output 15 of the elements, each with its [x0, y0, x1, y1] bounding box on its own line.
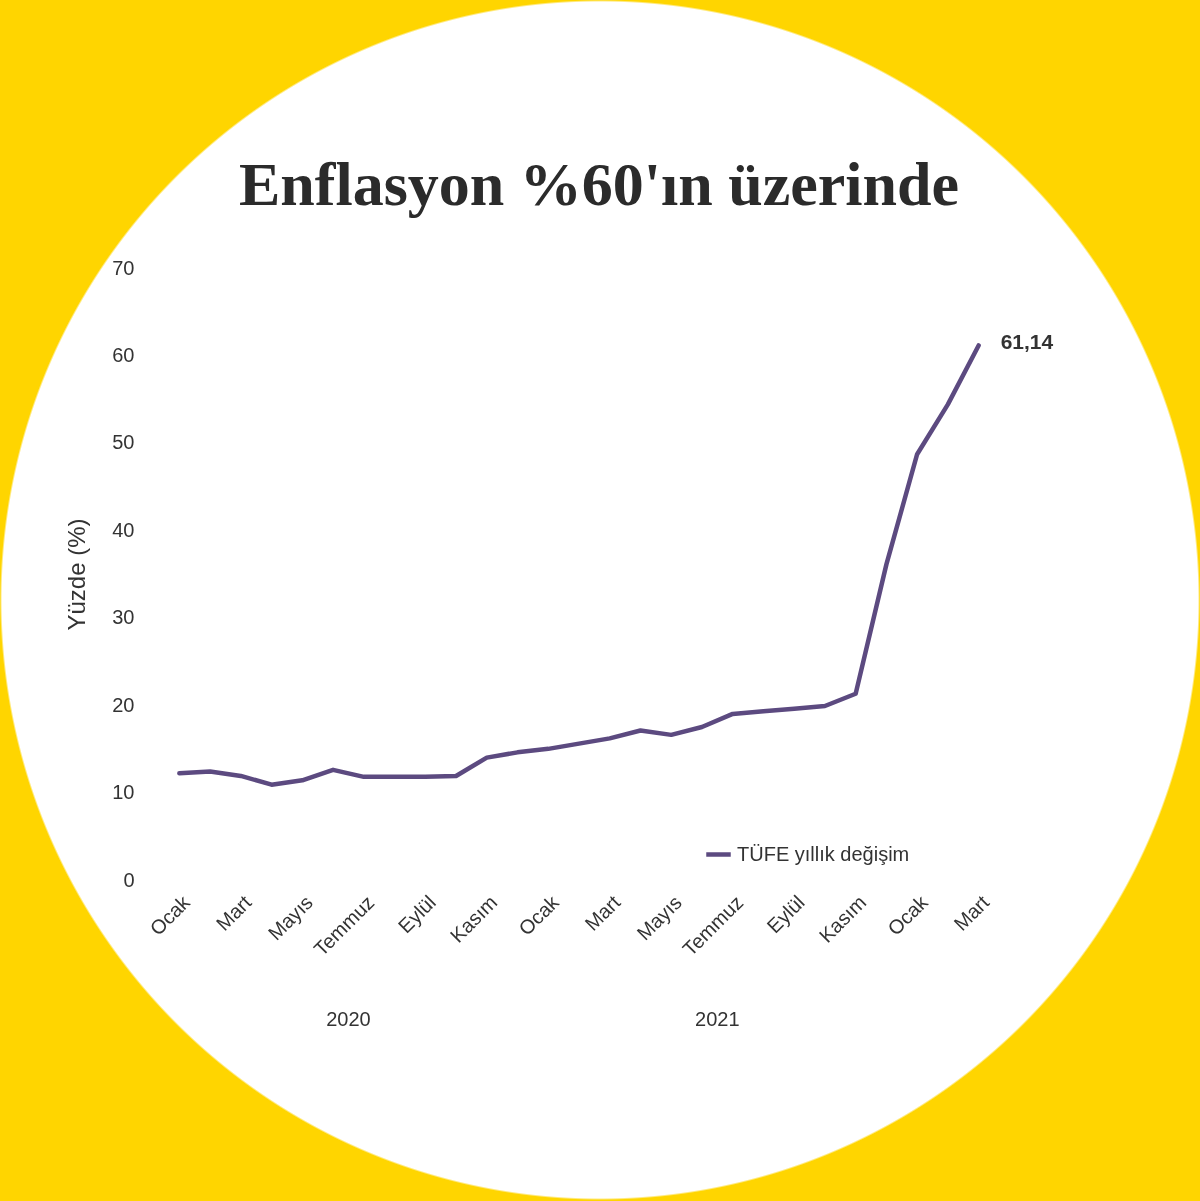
text: 2021	[695, 1008, 740, 1030]
y-tick-label: 0	[123, 868, 135, 891]
chart-title: Enflasyon %60'ın üzerinde	[239, 150, 959, 218]
data-label: 61,14	[1000, 330, 1054, 354]
y-tick-label: 20	[112, 693, 135, 716]
y-axis-title: Yüzde (%)	[63, 518, 91, 631]
text: 2020	[326, 1008, 371, 1030]
y-tick-label: 10	[112, 781, 135, 804]
y-tick-label: 30	[112, 606, 135, 629]
line-series	[177, 343, 981, 787]
y-tick-label: 50	[112, 431, 135, 454]
y-tick-label: 60	[112, 343, 135, 366]
legend-label: TÜFE yıllık değişim	[737, 842, 910, 865]
y-tick-label: 40	[112, 518, 135, 541]
y-tick-label: 70	[112, 256, 135, 279]
